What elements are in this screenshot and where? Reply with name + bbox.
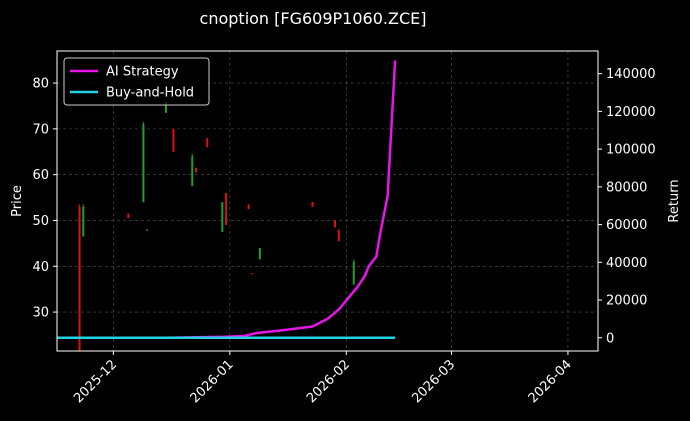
x-tick-label: 2025-12 xyxy=(71,357,120,406)
candle-body xyxy=(225,192,228,226)
y-tick-label: 50 xyxy=(32,214,49,229)
candle-body xyxy=(352,261,355,285)
legend-box xyxy=(63,57,210,106)
axis-layer: 2025-12 2026-01 2026-02 2026-03 2026-04 30 40 5… xyxy=(32,67,655,406)
y-tick-label: 60 xyxy=(32,168,49,183)
candle-body xyxy=(247,204,250,210)
y2-tick-label: 100000 xyxy=(606,143,656,158)
legend-label: AI Strategy xyxy=(106,65,179,80)
x-tick-label: 2026-04 xyxy=(526,357,575,406)
y2-tick-label: 140000 xyxy=(606,67,656,82)
candlestick-layer xyxy=(78,101,355,351)
y2-tick-label: 20000 xyxy=(606,294,647,309)
y2-tick-label: 0 xyxy=(606,331,614,346)
chart-title: cnoption [FG609P1060.ZCE] xyxy=(200,9,427,28)
y-tick-label: 80 xyxy=(32,77,49,92)
candle-body xyxy=(78,206,81,351)
candle-body xyxy=(191,156,194,187)
y-tick-label: 30 xyxy=(32,306,49,321)
candle-body xyxy=(221,202,224,232)
legend: AI Strategy Buy-and-Hold xyxy=(63,57,210,106)
y2-axis-label: Return xyxy=(667,179,682,222)
y-axis-label: Price xyxy=(10,185,25,217)
y2-tick-label: 120000 xyxy=(606,105,656,120)
candle-body xyxy=(142,124,145,203)
candle-body xyxy=(164,101,167,113)
candle-body xyxy=(311,202,314,207)
candle-body xyxy=(195,167,198,173)
candle-body xyxy=(82,206,85,237)
candle-body xyxy=(251,273,254,275)
candle-body xyxy=(337,229,340,242)
series-layer xyxy=(57,60,397,340)
plot-frame xyxy=(56,50,599,352)
candle-body xyxy=(334,220,337,228)
candle-body xyxy=(127,213,130,219)
candle-body xyxy=(206,138,209,148)
y-tick-label: 40 xyxy=(32,260,49,275)
y-tick-label: 70 xyxy=(32,122,49,137)
candle-body xyxy=(172,128,175,152)
y2-tick-label: 60000 xyxy=(606,218,647,233)
x-tick-label: 2026-02 xyxy=(304,357,353,406)
candle-body xyxy=(146,229,149,231)
y2-tick-label: 40000 xyxy=(606,256,647,271)
series-line xyxy=(57,60,397,340)
legend-label: Buy-and-Hold xyxy=(106,86,194,101)
x-tick-label: 2026-03 xyxy=(409,357,458,406)
y2-tick-label: 80000 xyxy=(606,180,647,195)
candle-body xyxy=(258,247,261,260)
x-tick-label: 2026-01 xyxy=(188,357,237,406)
